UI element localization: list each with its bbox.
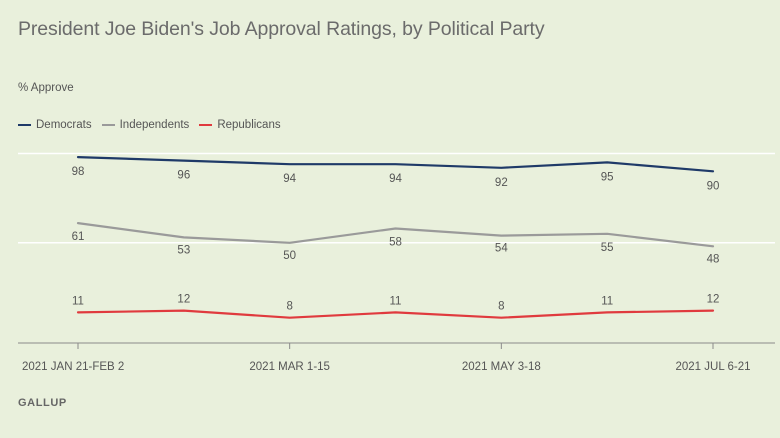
data-label: 58	[389, 236, 402, 248]
data-label: 11	[72, 295, 84, 307]
legend-label-democrats: Democrats	[36, 119, 92, 131]
data-label: 90	[707, 180, 720, 192]
data-label: 11	[601, 295, 613, 307]
data-label: 8	[286, 301, 292, 313]
y-axis-label: % Approve	[18, 82, 74, 94]
data-label: 94	[283, 173, 296, 185]
data-label: 50	[283, 250, 296, 262]
chart-title: President Joe Biden's Job Approval Ratin…	[18, 18, 545, 40]
legend-label-independents: Independents	[119, 119, 190, 131]
data-label: 61	[72, 231, 85, 243]
data-label: 54	[495, 243, 508, 255]
data-label: 98	[72, 166, 85, 178]
x-tick-label: 2021 JAN 21-FEB 2	[22, 361, 124, 373]
source-credit: GALLUP	[18, 397, 67, 409]
series-line-democrats	[76, 156, 715, 173]
data-label: 94	[389, 173, 402, 185]
legend-item-republicans: Republicans	[199, 119, 281, 131]
x-tick-label: 2021 MAR 1-15	[249, 361, 330, 373]
data-label: 8	[498, 301, 504, 313]
series-line-republicans	[76, 309, 715, 319]
data-label: 55	[601, 242, 614, 254]
series-line-independents	[76, 222, 715, 248]
legend-swatch-republicans	[199, 124, 213, 126]
data-label: 12	[177, 294, 190, 306]
x-tick-label: 2021 JUL 6-21	[675, 361, 750, 373]
data-label: 96	[177, 170, 190, 182]
data-label: 11	[390, 295, 402, 307]
data-label: 92	[495, 177, 508, 189]
data-label: 95	[601, 171, 614, 183]
legend-item-democrats: Democrats	[18, 119, 92, 131]
legend-item-independents: Independents	[101, 119, 190, 131]
legend: Democrats Independents Republicans	[18, 119, 281, 131]
data-label: 53	[177, 244, 190, 256]
x-tick-label: 2021 MAY 3-18	[462, 361, 541, 373]
data-label: 12	[707, 294, 720, 306]
legend-swatch-democrats	[18, 124, 31, 126]
data-label: 48	[707, 253, 720, 265]
legend-label-republicans: Republicans	[217, 119, 281, 131]
legend-swatch-independents	[101, 124, 115, 126]
